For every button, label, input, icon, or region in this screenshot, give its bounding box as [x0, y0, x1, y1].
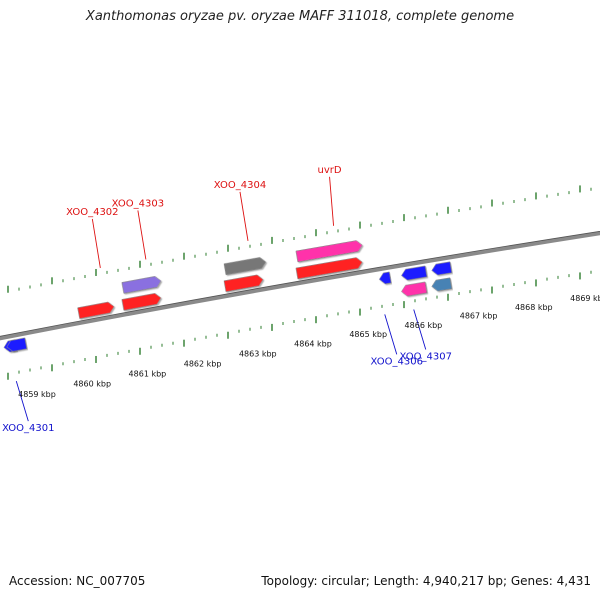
gene-arrow-highlight	[223, 274, 264, 293]
gene-arrow	[6, 337, 28, 352]
scale-label: 4866 kbp	[405, 321, 443, 330]
accession-text: Accession: NC_007705	[9, 574, 146, 588]
gene-label-leader	[239, 191, 249, 241]
gene-arrow-highlight	[400, 281, 428, 297]
gene-label-leader	[91, 218, 101, 268]
gene-label-leader	[137, 210, 147, 260]
gene-arrow	[378, 271, 392, 285]
gene-arrow	[77, 301, 115, 319]
outer-scale-ticks	[7, 185, 592, 293]
backbone-edge	[0, 230, 600, 337]
scale-label: 4863 kbp	[239, 349, 277, 358]
gene-arrow	[401, 281, 428, 297]
gene-features	[3, 240, 453, 353]
gene-arrow-highlight	[400, 265, 428, 281]
gene-label-leader	[413, 309, 427, 350]
genome-backbone	[0, 231, 600, 341]
scale-label: 4865 kbp	[349, 330, 387, 339]
scale-label: 4862 kbp	[184, 359, 222, 368]
gene-arrow	[431, 261, 453, 276]
gene-arrow	[295, 240, 363, 263]
gene-label: XOO_4302	[66, 207, 118, 218]
gene-label: XOO_4303	[112, 198, 164, 209]
scale-label: 4869 kbp	[570, 294, 600, 303]
gene-label: XOO_4301	[2, 423, 54, 434]
gene-arrow	[401, 265, 428, 281]
gene-arrow-highlight	[121, 275, 162, 294]
scale-label: 4861 kbp	[129, 369, 167, 378]
genome-summary-text: Topology: circular; Length: 4,940,217 bp…	[261, 574, 591, 588]
scale-label: 4859 kbp	[18, 390, 56, 399]
gene-arrow	[223, 257, 267, 275]
map-title: Xanthomonas oryzae pv. oryzae MAFF 31101…	[85, 9, 515, 24]
gene-arrow-highlight	[295, 240, 363, 263]
gene-arrow-highlight	[223, 256, 267, 276]
gene-label-leader	[15, 381, 29, 422]
scale-label: 4864 kbp	[294, 340, 332, 349]
gene-label: uvrD	[318, 165, 342, 176]
gene-arrow-highlight	[431, 261, 453, 276]
gene-arrow-highlight	[431, 277, 453, 292]
gene-arrow-highlight	[77, 301, 115, 320]
gene-label-leader	[384, 314, 398, 355]
gene-arrow-highlight	[378, 271, 392, 285]
scale-label: 4868 kbp	[515, 303, 553, 312]
gene-label: XOO_4307	[400, 351, 452, 362]
scale-label: 4867 kbp	[460, 312, 498, 321]
gene-arrow	[295, 257, 363, 280]
gene-arrow	[121, 276, 162, 294]
gene-arrow-highlight	[121, 292, 162, 311]
gene-label: XOO_4306	[371, 356, 423, 367]
gene-arrow	[223, 274, 264, 292]
scale-label: 4860 kbp	[73, 380, 111, 389]
scale-labels: 4859 kbp 4860 kbp 4861 kbp 4862 kbp 4863 kbp…	[18, 294, 600, 399]
gene-label: XOO_4304	[214, 180, 266, 191]
gene-arrow-highlight	[6, 337, 28, 352]
gene-arrow-highlight	[295, 257, 363, 280]
gene-arrow	[431, 277, 453, 292]
inner-scale-ticks	[7, 270, 592, 380]
gene-label-leader	[329, 176, 335, 226]
gene-arrow	[121, 293, 162, 311]
